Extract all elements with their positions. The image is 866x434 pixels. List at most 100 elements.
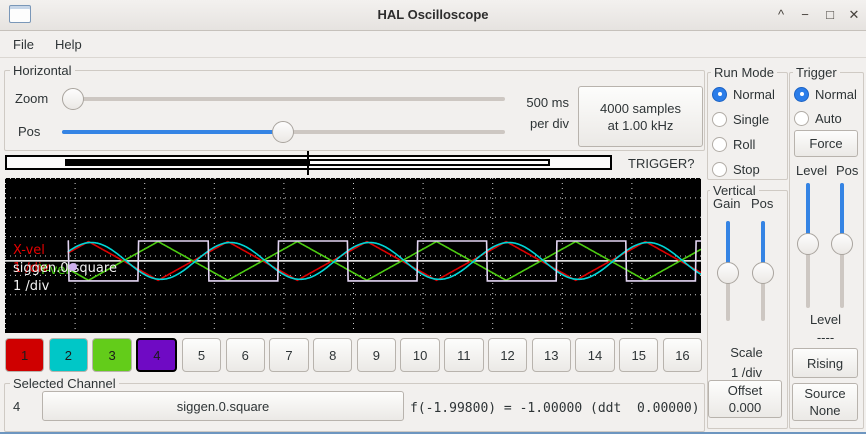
- trigger-status-label: TRIGGER?: [628, 156, 695, 171]
- channel-button-12[interactable]: 12: [487, 338, 528, 372]
- trigger-level-handle[interactable]: [797, 233, 819, 255]
- radio-single[interactable]: Single: [712, 109, 769, 129]
- shade-window-icon[interactable]: ^: [777, 7, 785, 22]
- zoom-slider-track[interactable]: [62, 97, 505, 101]
- menu-file[interactable]: File: [13, 37, 34, 52]
- radio-unselected-icon[interactable]: [712, 161, 727, 177]
- channel-source-button[interactable]: siggen.0.square: [42, 391, 404, 421]
- selected-channel-number: 4: [13, 399, 21, 414]
- vertical-scale-label: Scale: [730, 345, 763, 360]
- vertical-gain-fill: [726, 221, 730, 273]
- radio-unselected-icon[interactable]: [794, 110, 809, 126]
- channel-button-6[interactable]: 6: [225, 338, 265, 372]
- channel-button-label: 4: [153, 347, 161, 363]
- channel-button-label: 9: [372, 347, 381, 363]
- pos-slider-fill: [62, 130, 274, 134]
- channel-button-3[interactable]: 3: [92, 338, 132, 372]
- sample-rate-button[interactable]: 4000 samples at 1.00 kHz: [578, 86, 703, 147]
- vertical-gain-label: Gain: [713, 196, 741, 211]
- radio-normal[interactable]: Normal: [712, 84, 775, 104]
- menu-help[interactable]: Help: [55, 37, 82, 52]
- channel-button-label: 11: [457, 347, 471, 363]
- trigger-force-button[interactable]: Force: [794, 130, 858, 157]
- trigger-source-button[interactable]: Source None: [792, 383, 858, 421]
- channel-button-label: 5: [197, 347, 206, 363]
- maximize-window-icon[interactable]: □: [826, 7, 834, 22]
- radio-label: Roll: [733, 136, 756, 152]
- radio-unselected-icon[interactable]: [712, 136, 727, 152]
- channel-button-5[interactable]: 5: [181, 338, 222, 372]
- radio-label: Single: [733, 111, 770, 127]
- vertical-group-label: Vertical: [710, 183, 759, 198]
- channel-button-label: 12: [500, 347, 515, 363]
- radio-auto[interactable]: Auto: [794, 108, 842, 128]
- trigger-pos-fill: [840, 183, 844, 244]
- trigger-level-slider-label: Level: [796, 163, 828, 178]
- channel-button-14[interactable]: 14: [575, 338, 615, 372]
- channel-value-readout: f(-1.99800) = -1.00000 (ddt 0.00000): [410, 401, 700, 416]
- close-window-icon[interactable]: ✕: [848, 7, 860, 22]
- channel-button-16[interactable]: 16: [662, 338, 703, 372]
- sample-rate-line2: at 1.00 kHz: [607, 117, 674, 133]
- vertical-pos-fill: [761, 221, 765, 273]
- vertical-offset-label: Offset: [727, 383, 763, 398]
- selected-channel-group: [4, 383, 705, 432]
- channel-button-label: 16: [675, 347, 690, 363]
- channel-button-11[interactable]: 11: [444, 338, 484, 372]
- channel-button-9[interactable]: 9: [356, 338, 397, 372]
- vertical-offset-value: 0.000: [728, 400, 762, 415]
- menu-bar: File Help: [0, 31, 866, 58]
- horizontal-group-label: Horizontal: [10, 63, 75, 78]
- radio-selected-icon[interactable]: [794, 86, 809, 102]
- minimize-window-icon[interactable]: −: [801, 7, 809, 22]
- radio-selected-icon[interactable]: [712, 86, 727, 102]
- channel-button-4[interactable]: 4: [136, 338, 178, 372]
- sample-rate-line1: 4000 samples: [600, 100, 681, 116]
- title-bar: HAL Oscilloscope ^ − □ ✕: [0, 0, 866, 31]
- channel-source-name: siggen.0.square: [176, 398, 270, 414]
- vertical-offset-button[interactable]: Offset 0.000: [708, 380, 782, 418]
- scope-display: X-vel 1 /div Y-vel siggen.0.square 1 /div: [5, 178, 702, 334]
- channel-button-label: 10: [412, 347, 428, 363]
- channel-button-15[interactable]: 15: [619, 338, 659, 372]
- trigger-source-value: None: [809, 403, 841, 418]
- horizontal-group: [4, 70, 705, 151]
- channel-button-1[interactable]: 1: [5, 338, 45, 372]
- channel-button-label: 8: [329, 347, 337, 363]
- radio-label: Stop: [733, 161, 760, 177]
- pos-slider-handle[interactable]: [272, 121, 294, 143]
- vertical-pos-label: Pos: [751, 196, 774, 211]
- radio-normal[interactable]: Normal: [794, 84, 857, 104]
- channel-button-2[interactable]: 2: [48, 338, 89, 372]
- channel-button-13[interactable]: 13: [531, 338, 571, 372]
- trace-sine: [67, 241, 702, 281]
- channel-button-7[interactable]: 7: [269, 338, 309, 372]
- radio-label: Normal: [733, 86, 775, 102]
- channel-button-label: 2: [64, 347, 72, 363]
- trigger-point-marker: [69, 263, 77, 271]
- radio-stop[interactable]: Stop: [712, 159, 760, 179]
- trigger-edge-button[interactable]: Rising: [792, 348, 858, 378]
- vertical-gain-handle[interactable]: [717, 262, 739, 284]
- zoom-slider-handle[interactable]: [62, 88, 84, 110]
- vertical-pos-handle[interactable]: [752, 262, 774, 284]
- radio-label: Normal: [815, 86, 857, 102]
- radio-roll[interactable]: Roll: [712, 134, 755, 154]
- record-pending-segment: [308, 159, 550, 166]
- trigger-group-label: Trigger: [793, 65, 840, 80]
- trigger-position-tick: [307, 151, 309, 175]
- window-icon: [9, 5, 31, 23]
- channel-button-8[interactable]: 8: [313, 338, 353, 372]
- record-captured-segment: [65, 159, 308, 166]
- trigger-pos-slider-label: Pos: [836, 163, 859, 178]
- trigger-source-label: Source: [804, 386, 846, 401]
- channel-button-label: 6: [241, 347, 249, 363]
- trigger-level-fill: [806, 183, 810, 244]
- trigger-pos-handle[interactable]: [831, 233, 853, 255]
- channel-button-10[interactable]: 10: [400, 338, 440, 372]
- radio-unselected-icon[interactable]: [712, 111, 727, 127]
- window-title: HAL Oscilloscope: [377, 7, 489, 22]
- scope-channel-label: siggen.0.square: [13, 261, 117, 276]
- channel-button-label: 7: [285, 347, 293, 363]
